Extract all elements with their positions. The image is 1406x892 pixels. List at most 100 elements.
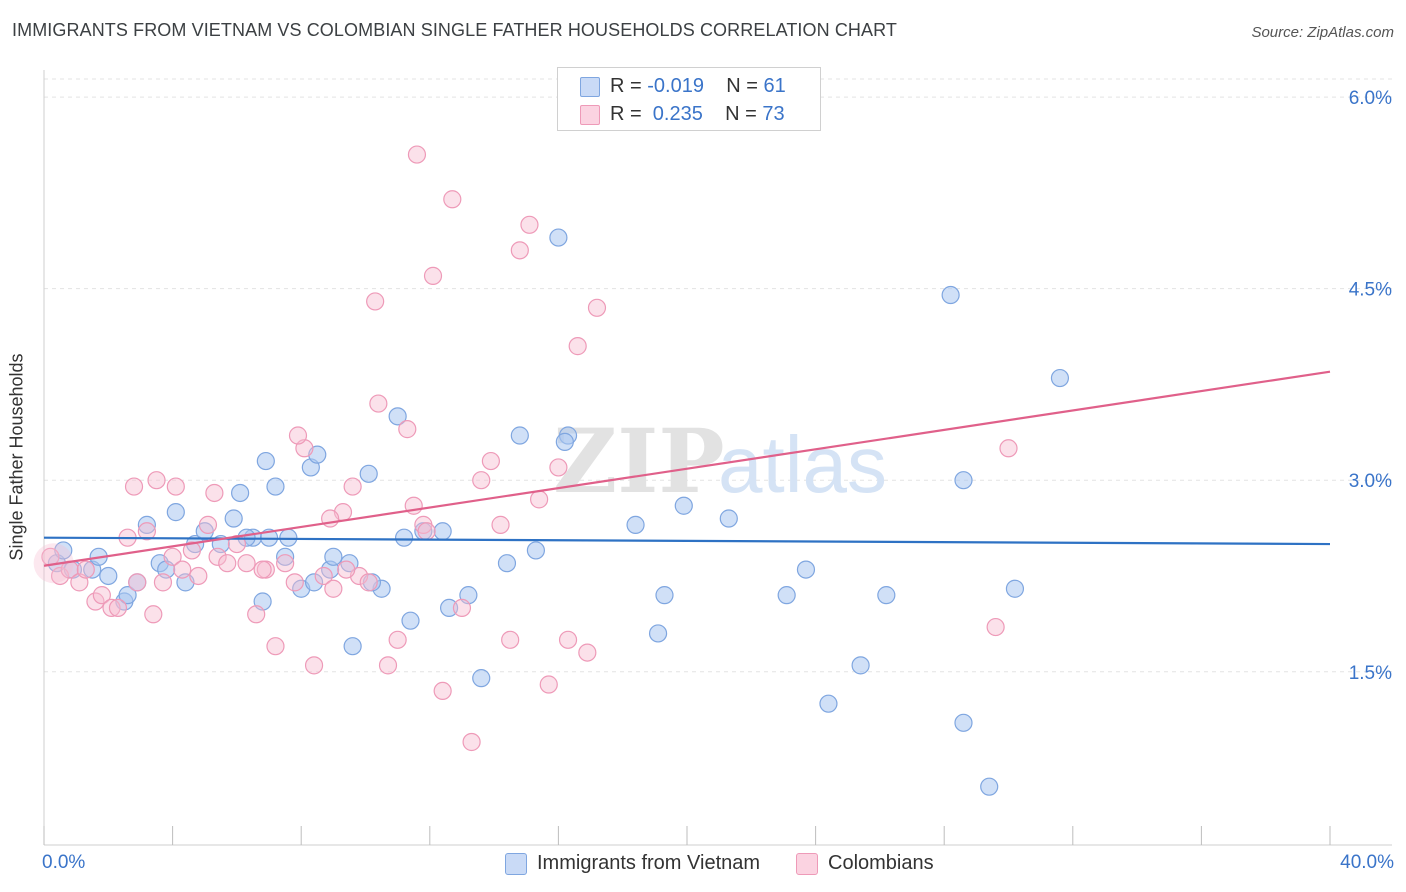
colombians-point: [137, 522, 156, 541]
y-tick-label: 4.5%: [1349, 280, 1392, 301]
vietnam-point: [626, 515, 645, 534]
y-tick-label: 6.0%: [1349, 88, 1392, 109]
colombians-point: [153, 573, 173, 592]
chart-source: Source: ZipAtlas.com: [1251, 24, 1394, 41]
vietnam-trend-line: [43, 536, 1331, 546]
colombians-point: [549, 458, 568, 477]
vietnam-point: [276, 547, 295, 566]
colombians-point: [314, 566, 333, 586]
vietnam-point: [359, 464, 378, 483]
vietnam-point: [99, 566, 118, 586]
colombians-point: [530, 490, 549, 509]
vietnam-point: [388, 407, 407, 426]
colombians-point: [378, 656, 398, 675]
bottom-legend-swatch-colombians: [796, 853, 818, 875]
colombians-point: [433, 681, 452, 701]
colombians-point: [324, 579, 343, 598]
colombians-point: [452, 598, 472, 618]
legend-text-colombians: R = 0.235 N = 73: [610, 103, 785, 126]
vietnam-point: [954, 713, 973, 732]
colombians-point: [986, 617, 1005, 637]
y-tick-label: 3.0%: [1349, 471, 1392, 492]
vietnam-point: [655, 586, 674, 605]
legend-swatch-colombians: [580, 105, 600, 125]
x-tick-label-max: 40.0%: [1340, 852, 1394, 873]
vietnam-point: [1005, 579, 1025, 598]
vietnam-point: [279, 528, 298, 547]
legend-r-label: R =: [610, 75, 642, 97]
colombians-point: [304, 656, 324, 675]
colombians-point: [166, 477, 185, 496]
colombians-point: [208, 547, 227, 566]
bottom-legend-swatch-vietnam: [505, 853, 527, 875]
vietnam-point: [555, 432, 574, 451]
vietnam-point: [266, 477, 285, 496]
colombians-point: [237, 554, 256, 573]
colombians-point: [182, 541, 201, 560]
colombians-point: [417, 522, 436, 541]
colombians-point: [481, 451, 500, 471]
colombians-point: [163, 547, 182, 566]
legend-n-value: 73: [762, 103, 785, 125]
colombians-point: [124, 477, 144, 496]
x-tick-label-min: 0.0%: [42, 852, 86, 873]
colombians-point: [128, 573, 147, 592]
colombians-point: [285, 573, 304, 592]
watermark-zip: ZIP: [553, 409, 725, 513]
grid-layer: [44, 78, 1392, 673]
colombians-point: [359, 573, 378, 592]
vietnam-point: [777, 586, 796, 605]
colombians-point: [218, 554, 237, 573]
colombians-point: [423, 266, 443, 285]
vietnam-point: [231, 483, 250, 503]
colombians-point: [276, 554, 295, 573]
colombians-point: [102, 598, 121, 618]
colombians-point: [343, 477, 362, 496]
vietnam-point: [980, 777, 999, 796]
colombians-point: [472, 471, 491, 490]
colombians-point: [501, 630, 520, 649]
vietnam-point: [526, 541, 545, 560]
colombians-point: [388, 630, 407, 649]
y-axis-label: Single Father Households: [6, 353, 27, 561]
bottom-legend-label-vietnam: Immigrants from Vietnam: [537, 852, 761, 874]
colombians-point: [539, 675, 558, 694]
chart-title: IMMIGRANTS FROM VIETNAM VS COLOMBIAN SIN…: [12, 20, 898, 40]
colombians-point: [288, 426, 308, 445]
colombians-point: [50, 566, 70, 586]
vietnam-point: [472, 669, 491, 688]
vietnam-point: [433, 522, 452, 541]
legend-n-label: N =: [725, 103, 757, 125]
colombians-point: [568, 337, 587, 356]
colombians-point: [366, 292, 385, 311]
colombians-point: [520, 215, 539, 234]
colombians-point: [108, 598, 128, 618]
watermark-atlas: atlas: [718, 420, 887, 509]
colombians-point: [398, 420, 417, 439]
legend-r-value: 0.235: [647, 103, 703, 125]
colombians-point: [407, 145, 427, 164]
vietnam-point: [118, 586, 137, 605]
legend-n-value: 61: [763, 75, 786, 97]
colombians-point: [337, 560, 356, 579]
vietnam-point: [256, 451, 275, 471]
vietnam-point: [304, 573, 324, 592]
colombians-point: [578, 643, 597, 662]
vietnam-point: [877, 586, 896, 605]
vietnam-point: [166, 503, 185, 522]
colombians-trend-line: [43, 370, 1331, 567]
colombians-point: [147, 471, 166, 490]
colombians-point: [510, 241, 529, 260]
trend-layer: [43, 370, 1331, 567]
colombians-point: [999, 439, 1018, 458]
vietnam-point: [1050, 368, 1070, 388]
vietnam-point: [401, 611, 420, 630]
legend-swatch-vietnam: [580, 77, 600, 97]
legend-r-label: R =: [610, 103, 642, 125]
vietnam-point: [549, 228, 568, 247]
legend-text-vietnam: R = -0.019 N = 61: [610, 75, 786, 98]
colombians-point: [198, 515, 218, 534]
colombians-point: [92, 586, 111, 605]
colombians-point: [587, 298, 607, 317]
